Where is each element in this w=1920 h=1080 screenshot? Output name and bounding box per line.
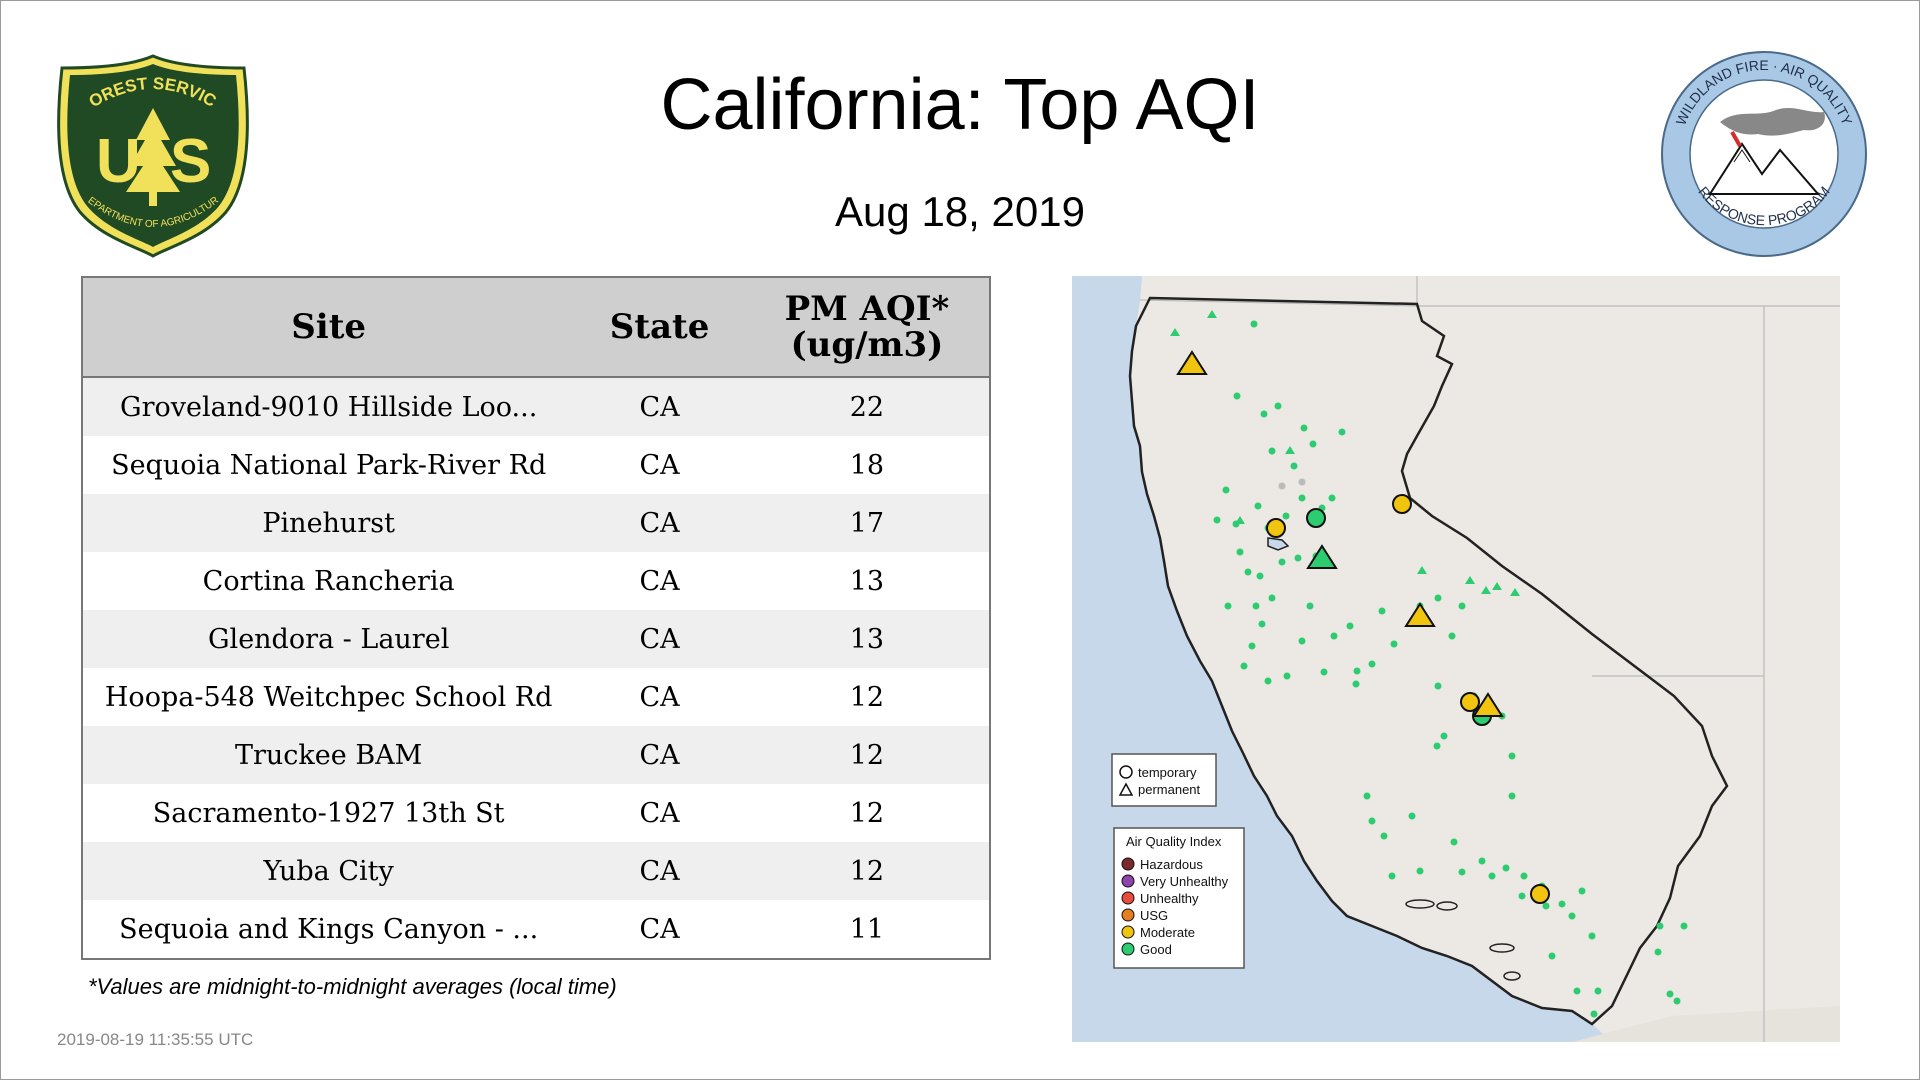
state-cell: CA — [574, 610, 745, 668]
shape-legend: temporary permanent — [1111, 753, 1217, 807]
table-row: Hoopa-548 Weitchpec School Rd CA 12 — [82, 668, 990, 726]
legend-permanent-label: permanent — [1138, 782, 1201, 797]
table-row: Sacramento-1927 13th St CA 12 — [82, 784, 990, 842]
site-cell: Sequoia and Kings Canyon - ... — [82, 900, 575, 959]
header-pm-aqi: PM AQI* (ug/m3) — [744, 277, 990, 378]
top-aqi-table: Site State PM AQI* (ug/m3) Groveland-901… — [81, 276, 991, 960]
good-swatch-icon — [1121, 942, 1135, 956]
wildland-fire-air-quality-seal-icon: WILDLAND FIRE · AIR QUALITY RESPONSE PRO… — [1661, 51, 1867, 257]
header-state: State — [574, 277, 745, 378]
state-cell: CA — [574, 900, 745, 959]
temporary-circle-icon — [1119, 765, 1133, 779]
site-cell: Pinehurst — [82, 494, 575, 552]
table-row: Sequoia National Park-River Rd CA 18 — [82, 436, 990, 494]
aqi-legend-item: Moderate — [1140, 925, 1195, 940]
land-area — [1130, 276, 1840, 1042]
site-cell: Yuba City — [82, 842, 575, 900]
header-pm-aqi-line1: PM AQI* — [784, 289, 950, 329]
aqi-legend-item: Good — [1140, 942, 1172, 957]
site-cell: Glendora - Laurel — [82, 610, 575, 668]
california-aqi-map: temporary permanent Air Quality Index Ha… — [1072, 276, 1840, 1042]
aqi-legend-item: Unhealthy — [1140, 891, 1199, 906]
site-cell: Cortina Rancheria — [82, 552, 575, 610]
site-cell: Sequoia National Park-River Rd — [82, 436, 575, 494]
value-cell: 13 — [744, 552, 990, 610]
aqi-legend: Air Quality Index Hazardous Very Unhealt… — [1113, 827, 1245, 969]
header-pm-aqi-line2: (ug/m3) — [790, 325, 944, 365]
table-row: Truckee BAM CA 12 — [82, 726, 990, 784]
value-cell: 12 — [744, 842, 990, 900]
good-permanent-markers — [1170, 310, 1520, 596]
state-cell: CA — [574, 377, 745, 436]
value-cell: 12 — [744, 726, 990, 784]
aqi-legend-item: Hazardous — [1140, 857, 1203, 872]
state-cell: CA — [574, 436, 745, 494]
moderate-permanent-markers — [1176, 350, 1504, 717]
state-cell: CA — [574, 494, 745, 552]
table-row: Groveland-9010 Hillside Loo... CA 22 — [82, 377, 990, 436]
hazardous-swatch-icon — [1121, 857, 1135, 871]
aqi-legend-title: Air Quality Index — [1126, 834, 1222, 849]
value-cell: 12 — [744, 784, 990, 842]
table-row: Cortina Rancheria CA 13 — [82, 552, 990, 610]
usg-swatch-icon — [1121, 908, 1135, 922]
value-cell: 17 — [744, 494, 990, 552]
state-cell: CA — [574, 668, 745, 726]
value-cell: 13 — [744, 610, 990, 668]
site-cell: Sacramento-1927 13th St — [82, 784, 575, 842]
site-cell: Groveland-9010 Hillside Loo... — [82, 377, 575, 436]
state-cell: CA — [574, 784, 745, 842]
value-cell: 22 — [744, 377, 990, 436]
moderate-swatch-icon — [1121, 925, 1135, 939]
state-cell: CA — [574, 842, 745, 900]
page-title: California: Top AQI — [660, 65, 1260, 145]
table-row: Yuba City CA 12 — [82, 842, 990, 900]
table-row: Sequoia and Kings Canyon - ... CA 11 — [82, 900, 990, 959]
usfs-letter-s: S — [170, 127, 211, 196]
state-cell: CA — [574, 552, 745, 610]
state-cell: CA — [574, 726, 745, 784]
permanent-triangle-icon — [1118, 782, 1134, 796]
table-row: Pinehurst CA 17 — [82, 494, 990, 552]
moderate-temporary-markers — [1266, 494, 1550, 904]
value-cell: 11 — [744, 900, 990, 959]
value-cell: 18 — [744, 436, 990, 494]
site-cell: Truckee BAM — [82, 726, 575, 784]
table-row: Glendora - Laurel CA 13 — [82, 610, 990, 668]
very-unhealthy-swatch-icon — [1121, 874, 1135, 888]
good-permanent-marker-large — [1306, 544, 1338, 569]
legend-temporary-label: temporary — [1138, 765, 1197, 780]
timestamp: 2019-08-19 11:35:55 UTC — [57, 1030, 254, 1049]
value-cell: 12 — [744, 668, 990, 726]
page-date: Aug 18, 2019 — [835, 188, 1085, 235]
header-site: Site — [82, 277, 575, 378]
aqi-legend-item: USG — [1140, 908, 1168, 923]
aqi-legend-item: Very Unhealthy — [1140, 874, 1229, 889]
footnote: *Values are midnight-to-midnight average… — [88, 974, 617, 999]
usfs-shield-icon: FOREST SERVICE U S DEPARTMENT OF AGRICUL… — [50, 52, 249, 258]
site-cell: Hoopa-548 Weitchpec School Rd — [82, 668, 575, 726]
unhealthy-swatch-icon — [1121, 891, 1135, 905]
